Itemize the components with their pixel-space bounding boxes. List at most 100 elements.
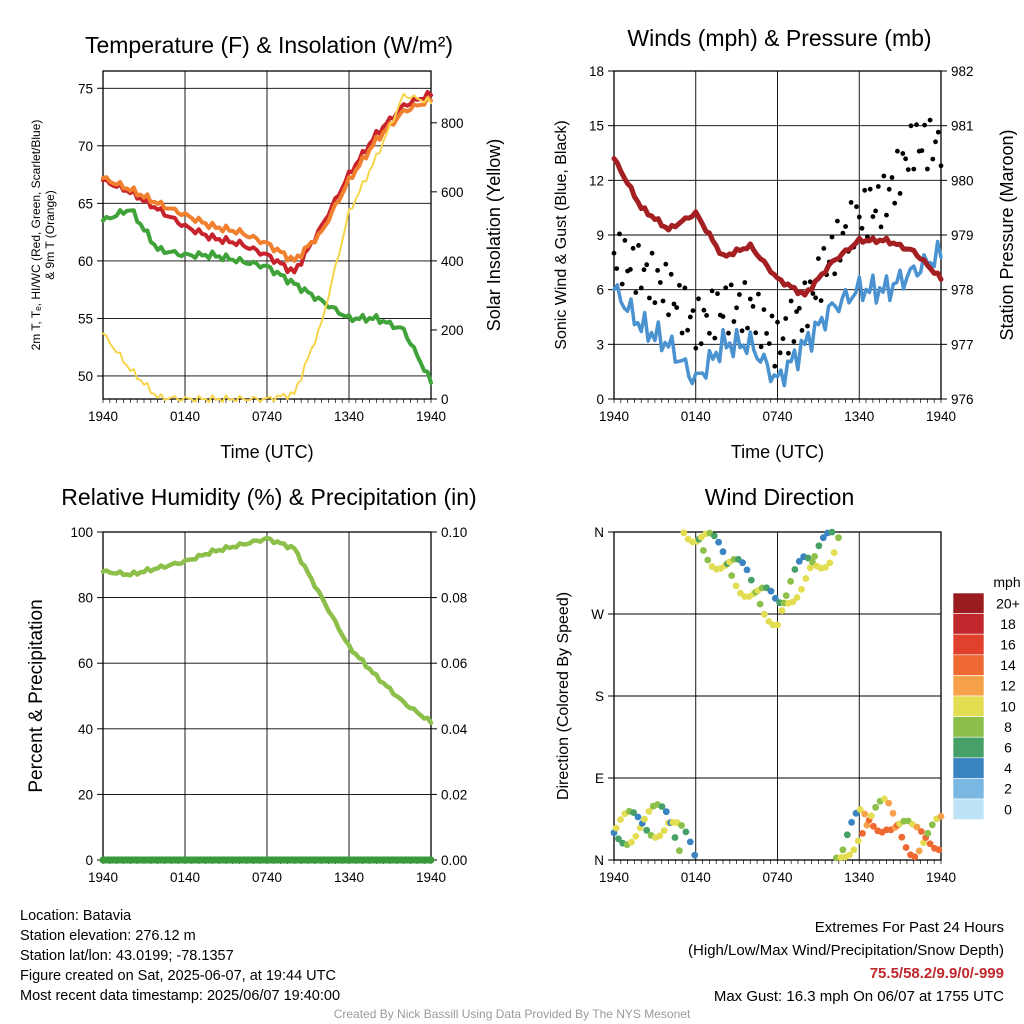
- wind-gust-point: [829, 234, 835, 240]
- wind-x-tick-label: 1340: [844, 409, 874, 424]
- temp-y2-axis-label: Solar Insolation (Yellow): [484, 139, 504, 331]
- dir-point: [918, 828, 925, 835]
- latlon-label: Station lat/lon: 43.0199; -78.1357: [20, 948, 234, 964]
- rh-y-tick-label: 60: [78, 656, 93, 671]
- wind-gust-point: [750, 304, 756, 309]
- rh-x-tick-label: 1940: [88, 870, 118, 885]
- dir-point: [822, 564, 829, 571]
- wind-gust-point: [897, 191, 903, 196]
- recent-data-label: Most recent data timestamp: 2025/06/07 1…: [20, 988, 341, 1004]
- dir-point: [795, 557, 803, 565]
- temp-chart-title: Temperature (F) & Insolation (W/m²): [85, 32, 453, 58]
- dir-point: [872, 803, 879, 811]
- dir-point: [732, 582, 740, 590]
- dir-y-tick-label: W: [591, 607, 604, 622]
- wind-gust-point: [761, 307, 767, 312]
- wind-gust-point: [641, 267, 647, 273]
- wind-y-tick-label: 12: [589, 173, 604, 188]
- legend-swatch: [952, 633, 985, 656]
- dir-point: [811, 553, 818, 560]
- wind-y-tick-label: 9: [596, 228, 604, 243]
- wind-gust-point: [655, 268, 660, 273]
- wind-gust-point: [660, 298, 666, 304]
- wind-gust-point: [807, 279, 813, 285]
- wind-gust-point: [772, 363, 778, 369]
- wind-x-tick-label: 0140: [681, 409, 711, 424]
- dir-point: [856, 806, 864, 813]
- dir-point: [859, 830, 866, 837]
- wind-y2-tick-label: 982: [951, 64, 974, 79]
- wind-gust-point: [905, 167, 911, 173]
- dir-point: [889, 809, 897, 817]
- wind-y2-tick-label: 981: [951, 119, 974, 134]
- wind-gust-point: [628, 267, 633, 272]
- dir-point: [902, 844, 910, 851]
- temp-y2-tick-label: 200: [441, 323, 464, 338]
- wind-gust-point: [731, 319, 737, 324]
- wind-y2-tick-label: 980: [951, 173, 974, 188]
- extremes-subtitle: (High/Low/Max Wind/Precipitation/Snow De…: [688, 942, 1004, 959]
- wind-gust-point: [873, 208, 878, 214]
- dir-point: [678, 822, 685, 829]
- wind-gust-point: [657, 280, 663, 285]
- wind-gust-point: [747, 296, 753, 302]
- wind-y2-axis-label: Station Pressure (Maroon): [997, 129, 1017, 340]
- dir-point: [926, 840, 934, 848]
- wind-gust-point: [859, 225, 865, 231]
- wind-gust-point: [903, 156, 908, 162]
- legend-swatch: [952, 675, 985, 697]
- wind-gust-point: [638, 285, 644, 291]
- dir-frame: [608, 531, 942, 864]
- wind-gust-point: [919, 148, 925, 154]
- dir-point: [641, 815, 648, 823]
- temp-series-2m-t: [101, 90, 433, 275]
- dir-point: [809, 558, 816, 566]
- wind-gust-point: [777, 350, 783, 356]
- created-label: Figure created on Sat, 2025-06-07, at 19…: [20, 968, 336, 984]
- wind-gust-point: [709, 288, 715, 294]
- wind-gust-point: [791, 339, 797, 344]
- temp-y-tick-label: 60: [78, 254, 93, 269]
- extremes-title: Extremes For Past 24 Hours: [814, 919, 1004, 936]
- legend-label: 18: [1000, 616, 1016, 632]
- wind-gust-point: [925, 166, 930, 172]
- dir-point: [789, 598, 797, 606]
- wind-gust-point: [611, 250, 617, 256]
- wind-gust-point: [728, 282, 734, 288]
- dir-point: [935, 846, 943, 854]
- temp-y2-tick-label: 600: [441, 185, 464, 200]
- dir-y-tick-label: S: [595, 689, 604, 704]
- wind-series-station-pressure: [611, 156, 944, 298]
- dir-point: [747, 576, 755, 584]
- dir-point: [645, 808, 653, 815]
- rh-frame: [97, 531, 437, 864]
- temp-x-tick-label: 1340: [334, 409, 364, 424]
- dir-point: [767, 587, 775, 595]
- wind-gust-point: [900, 151, 906, 156]
- dir-point: [617, 816, 624, 823]
- legend-label: 12: [1000, 678, 1016, 694]
- wind-gust-point: [775, 319, 780, 325]
- legend-label: 14: [1000, 657, 1016, 673]
- wind-y2-tick-label: 979: [951, 228, 974, 243]
- wind-gust-point: [701, 307, 707, 313]
- wind-y-tick-label: 3: [596, 337, 604, 352]
- dir-point: [628, 838, 635, 846]
- rh-x-tick-label: 1940: [416, 870, 446, 885]
- location-label: Location: Batavia: [20, 908, 132, 924]
- wind-gust-point: [796, 305, 802, 311]
- credit-label: Created By Nick Bassill Using Data Provi…: [333, 1007, 691, 1021]
- dir-border: [613, 531, 942, 861]
- wind-gust-point: [698, 341, 704, 347]
- wind-gust-point: [685, 327, 690, 333]
- wind-border: [613, 70, 942, 400]
- wind-gust-point: [682, 285, 688, 291]
- wind-gust-point: [690, 308, 696, 313]
- wind-gust-point: [745, 325, 750, 331]
- dir-point: [700, 547, 707, 554]
- dir-points: [610, 528, 945, 862]
- wind-gust-points: [611, 117, 944, 369]
- wind-gust-point: [889, 175, 895, 180]
- wind-y-tick-label: 15: [589, 119, 604, 134]
